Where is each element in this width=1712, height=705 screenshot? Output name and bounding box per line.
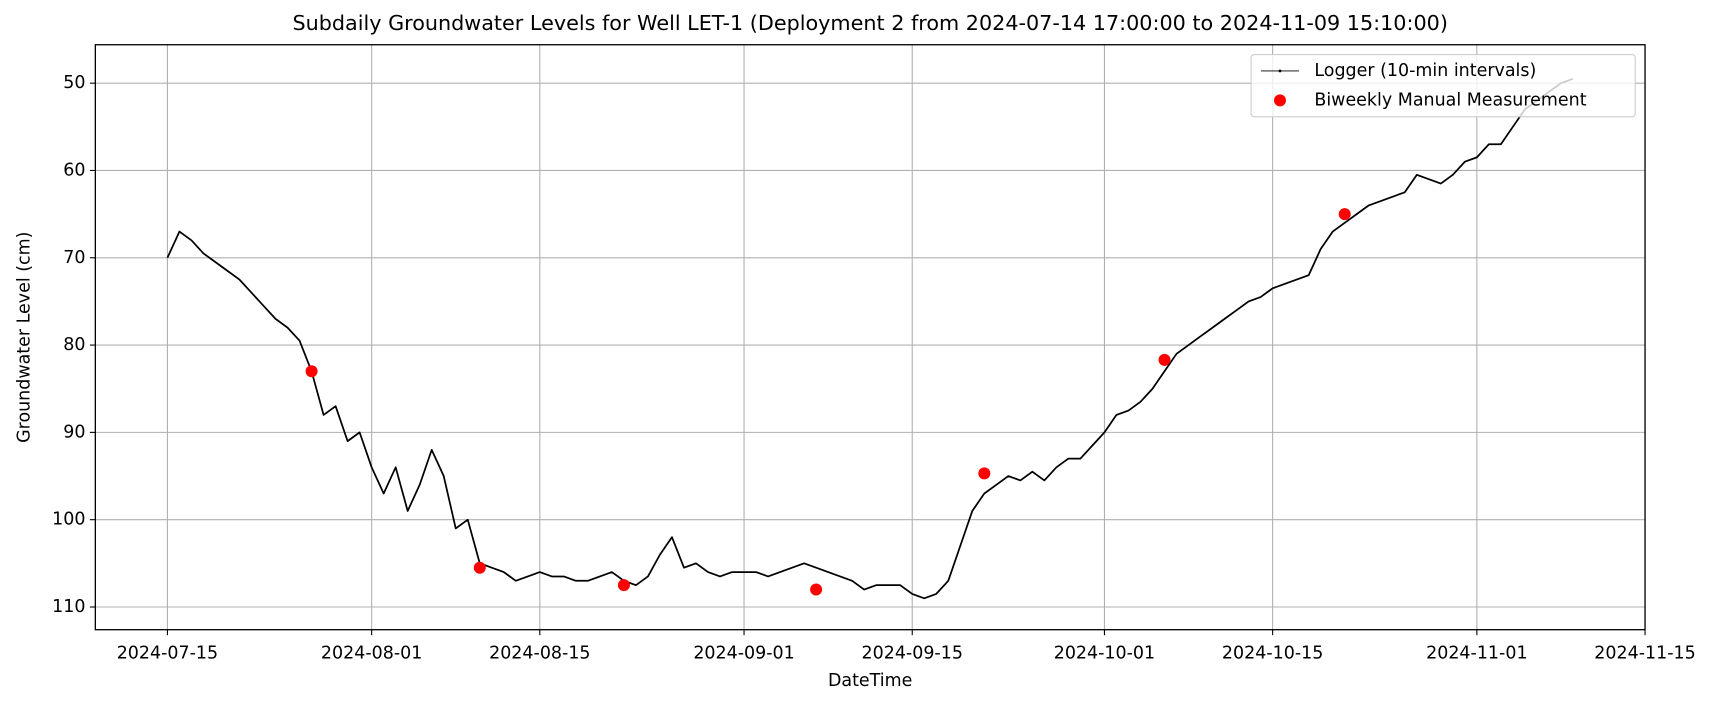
y-tick-label: 50 (63, 73, 85, 93)
ticks: 2024-07-15 2024-08-01 2024-08-15 2024-09-01… (52, 73, 1696, 664)
y-tick-label: 90 (63, 422, 85, 442)
legend-marker (1278, 69, 1282, 73)
manual-point (473, 561, 486, 574)
y-axis-label: Groundwater Level (cm) (14, 232, 34, 443)
x-axis-label: DateTime (828, 671, 912, 691)
axes-frame (94, 44, 1646, 631)
x-tick-label: 2024-08-01 (321, 644, 422, 664)
y-tick-label: 80 (63, 335, 85, 355)
manual-point (810, 583, 823, 596)
manual-point (617, 579, 630, 592)
manual-point (978, 467, 991, 480)
x-tick-label: 2024-08-15 (489, 644, 590, 664)
x-tick-label: 2024-09-01 (693, 644, 794, 664)
manual-point (305, 365, 318, 378)
x-tick-label: 2024-09-15 (862, 644, 963, 664)
x-tick-label: 2024-07-15 (117, 644, 218, 664)
y-tick-label: 100 (52, 510, 85, 530)
x-tick-label: 2024-11-15 (1594, 644, 1695, 664)
manual-point (1158, 353, 1171, 366)
plot-area (166, 77, 1574, 600)
legend: Logger (10-min intervals) Biweekly Manual… (1250, 54, 1636, 118)
legend-label: Biweekly Manual Measurement (1314, 90, 1586, 110)
x-tick-label: 2024-10-01 (1054, 644, 1155, 664)
x-tick-label: 2024-11-01 (1426, 644, 1527, 664)
chart-title: Subdaily Groundwater Levels for Well LET… (292, 11, 1447, 35)
y-tick-label: 110 (52, 597, 85, 617)
legend-marker (1273, 94, 1286, 107)
y-tick-label: 60 (63, 160, 85, 180)
legend-label: Logger (10-min intervals) (1314, 61, 1536, 81)
logger-line (166, 77, 1574, 600)
x-tick-label: 2024-10-15 (1222, 644, 1323, 664)
y-tick-label: 70 (63, 248, 85, 268)
manual-point (1338, 208, 1351, 221)
legend-box (1250, 54, 1636, 118)
